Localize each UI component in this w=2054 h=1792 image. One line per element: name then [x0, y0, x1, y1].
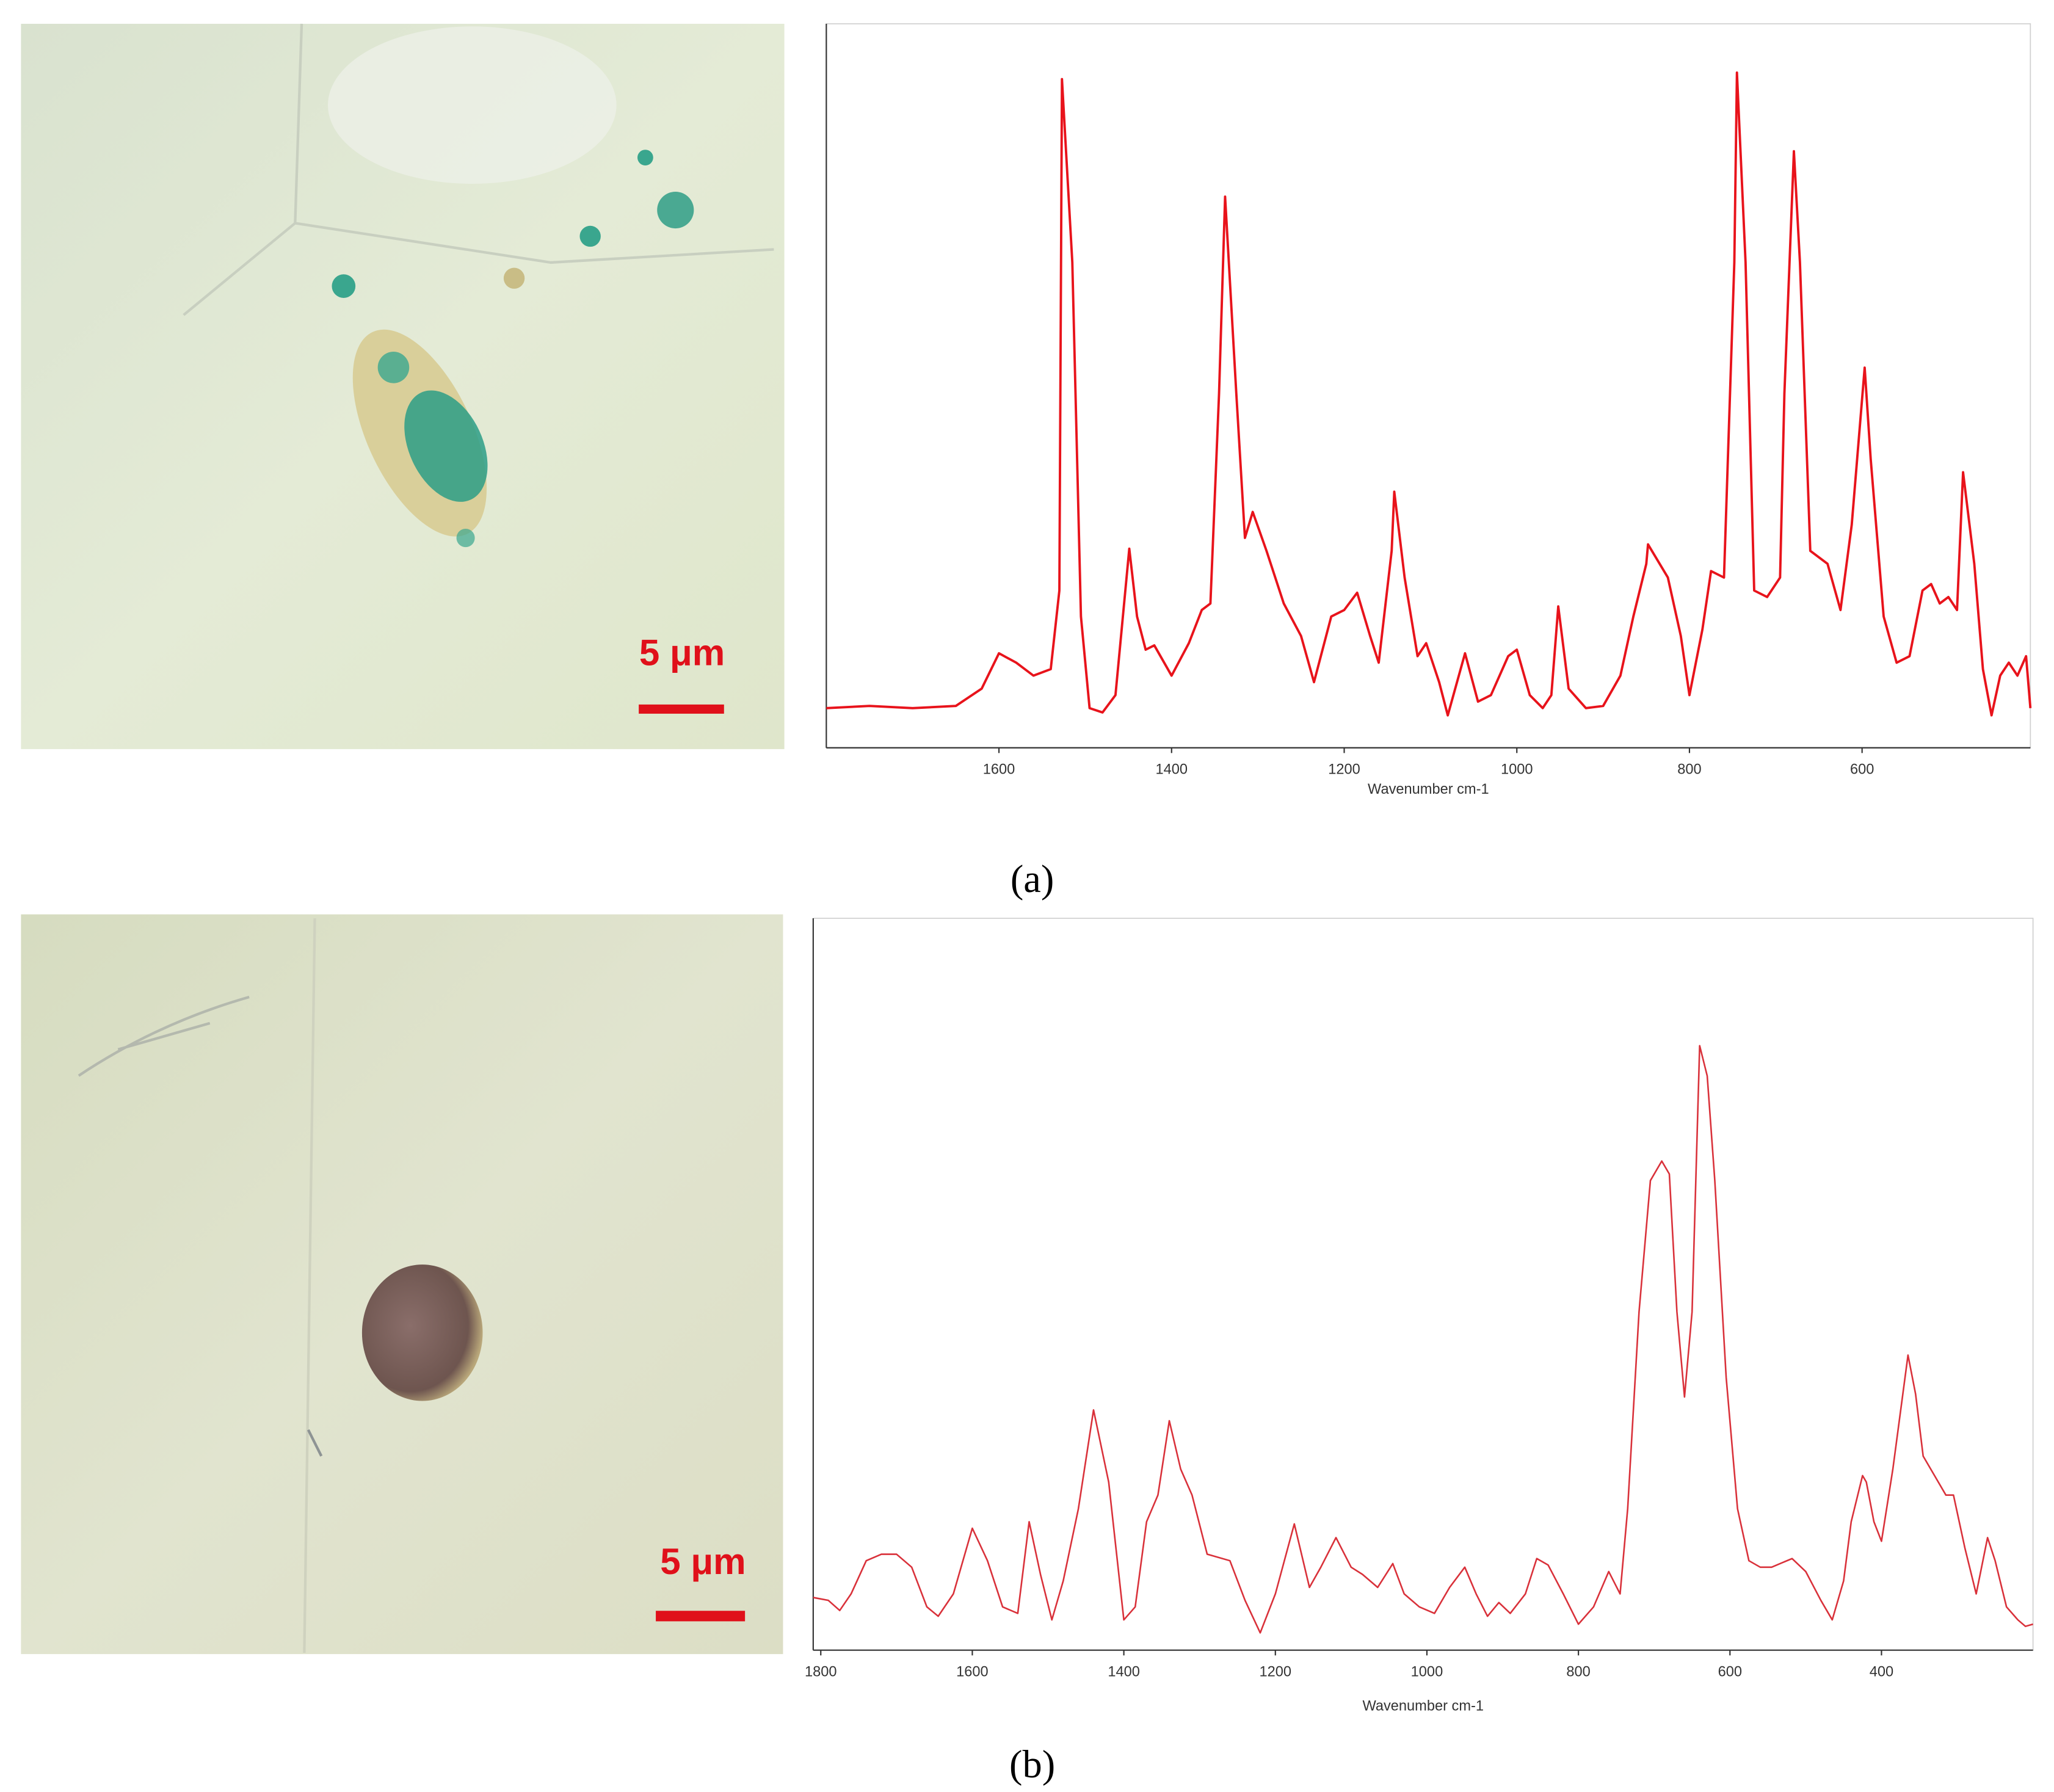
- scale-bar: [639, 704, 724, 714]
- panel-label: (b): [1009, 1743, 1055, 1786]
- scale-bar: [656, 1611, 746, 1622]
- plot-frame: [812, 918, 2034, 1651]
- x-tick-label: 1400: [1156, 762, 1188, 778]
- x-tick-label: 600: [1850, 762, 1874, 778]
- x-tick-label: 1000: [1411, 1664, 1443, 1680]
- panel-label: (a): [1011, 857, 1054, 901]
- micrograph-b: [21, 914, 783, 1655]
- x-tick-label: 600: [1718, 1664, 1742, 1680]
- x-axis-label: Wavenumber cm-1: [1368, 782, 1489, 797]
- x-tick-label: 400: [1870, 1664, 1893, 1680]
- x-tick-label: 1600: [983, 762, 1015, 778]
- x-tick-label: 1400: [1108, 1664, 1140, 1680]
- x-tick-label: 800: [1566, 1664, 1590, 1680]
- x-tick-label: 1200: [1260, 1664, 1292, 1680]
- spectrum-line: [826, 71, 2032, 717]
- x-tick-label: 800: [1677, 762, 1701, 778]
- spectrum-line: [813, 1045, 2033, 1634]
- scale-bar-label: 5 μm: [660, 1541, 746, 1582]
- x-tick-label: 1800: [805, 1664, 837, 1680]
- x-axis-label: Wavenumber cm-1: [1362, 1698, 1484, 1714]
- x-tick-label: 1000: [1501, 762, 1533, 778]
- scale-bar-label: 5 μm: [639, 632, 725, 673]
- micrograph-a: [21, 23, 785, 749]
- x-tick-label: 1600: [956, 1664, 989, 1680]
- x-tick-label: 1200: [1328, 762, 1360, 778]
- plot-frame: [826, 23, 2031, 749]
